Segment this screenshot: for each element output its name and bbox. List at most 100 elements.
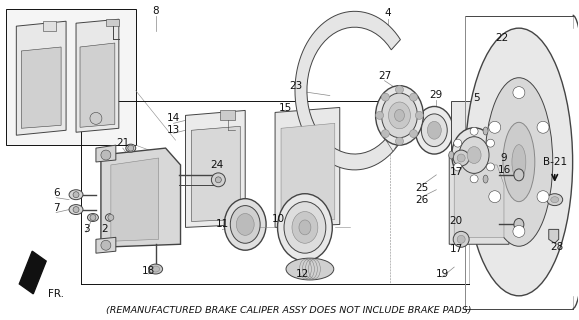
- Circle shape: [454, 139, 461, 147]
- Polygon shape: [295, 11, 406, 170]
- Text: 8: 8: [152, 6, 159, 16]
- Text: 23: 23: [290, 81, 303, 91]
- Ellipse shape: [299, 220, 311, 235]
- Circle shape: [376, 111, 383, 119]
- Text: 14: 14: [167, 113, 180, 124]
- Circle shape: [108, 214, 114, 220]
- Circle shape: [395, 86, 404, 93]
- Text: B-21: B-21: [543, 157, 567, 167]
- Ellipse shape: [382, 93, 417, 138]
- Polygon shape: [96, 237, 116, 253]
- Text: 17: 17: [449, 167, 463, 177]
- Circle shape: [382, 93, 389, 101]
- Ellipse shape: [69, 204, 83, 214]
- Circle shape: [90, 112, 102, 124]
- Text: 28: 28: [550, 242, 563, 252]
- Polygon shape: [449, 155, 509, 244]
- Polygon shape: [76, 19, 119, 132]
- Ellipse shape: [422, 114, 447, 147]
- Circle shape: [409, 130, 417, 138]
- Polygon shape: [19, 251, 46, 294]
- Polygon shape: [21, 47, 61, 128]
- Text: 4: 4: [384, 8, 391, 18]
- Text: 25: 25: [416, 183, 429, 193]
- Circle shape: [457, 154, 465, 162]
- Text: 9: 9: [501, 153, 507, 163]
- Ellipse shape: [547, 194, 563, 206]
- Text: 27: 27: [378, 71, 391, 81]
- Text: 10: 10: [272, 214, 285, 224]
- Ellipse shape: [427, 121, 441, 139]
- Ellipse shape: [389, 102, 411, 129]
- Circle shape: [470, 127, 478, 135]
- Ellipse shape: [465, 28, 573, 296]
- Ellipse shape: [152, 266, 160, 272]
- Ellipse shape: [284, 202, 326, 253]
- Ellipse shape: [514, 169, 524, 181]
- Polygon shape: [43, 21, 56, 31]
- Text: 13: 13: [167, 125, 180, 135]
- Polygon shape: [111, 158, 159, 241]
- Ellipse shape: [503, 122, 535, 202]
- Ellipse shape: [467, 147, 481, 164]
- Text: 26: 26: [416, 195, 429, 205]
- Text: 6: 6: [53, 188, 60, 198]
- Text: 29: 29: [430, 90, 443, 100]
- Ellipse shape: [551, 197, 559, 203]
- Text: 7: 7: [53, 203, 60, 212]
- Text: 3: 3: [83, 224, 89, 234]
- Ellipse shape: [286, 258, 334, 280]
- Polygon shape: [549, 229, 559, 243]
- Circle shape: [382, 130, 389, 138]
- Ellipse shape: [483, 127, 488, 135]
- Ellipse shape: [449, 151, 454, 159]
- Ellipse shape: [126, 144, 135, 152]
- Ellipse shape: [514, 219, 524, 230]
- Text: FR.: FR.: [48, 289, 64, 299]
- Ellipse shape: [277, 194, 332, 261]
- Polygon shape: [192, 126, 240, 221]
- Text: 24: 24: [211, 160, 224, 170]
- Text: 15: 15: [278, 103, 292, 114]
- Circle shape: [457, 235, 465, 243]
- Circle shape: [415, 111, 423, 119]
- Polygon shape: [386, 122, 406, 151]
- Circle shape: [211, 173, 225, 187]
- Polygon shape: [16, 21, 66, 135]
- Circle shape: [454, 163, 461, 171]
- Ellipse shape: [512, 145, 526, 179]
- Bar: [6, 9, 135, 145]
- Circle shape: [453, 231, 469, 247]
- Circle shape: [486, 139, 494, 147]
- Circle shape: [470, 175, 478, 183]
- Polygon shape: [101, 148, 181, 247]
- Circle shape: [489, 191, 501, 203]
- Ellipse shape: [224, 199, 266, 250]
- Polygon shape: [275, 108, 340, 228]
- Circle shape: [409, 93, 417, 101]
- Text: 2: 2: [101, 224, 108, 234]
- Ellipse shape: [292, 212, 318, 243]
- Circle shape: [513, 225, 525, 237]
- Circle shape: [101, 240, 111, 250]
- Circle shape: [128, 145, 134, 151]
- Polygon shape: [454, 165, 504, 237]
- Circle shape: [537, 121, 549, 133]
- Polygon shape: [281, 123, 335, 221]
- Text: 12: 12: [295, 269, 309, 279]
- Polygon shape: [80, 43, 115, 127]
- Bar: [451, 100, 501, 220]
- Text: 16: 16: [497, 165, 511, 175]
- Ellipse shape: [483, 175, 488, 183]
- Text: (REMANUFACTURED BRAKE CALIPER ASSY DOES NOT INCLUDE BRAKE PADS): (REMANUFACTURED BRAKE CALIPER ASSY DOES …: [107, 306, 472, 315]
- Circle shape: [300, 212, 314, 227]
- Polygon shape: [106, 19, 119, 26]
- Text: 20: 20: [450, 216, 463, 227]
- Circle shape: [453, 150, 469, 166]
- Text: 5: 5: [473, 92, 479, 102]
- Ellipse shape: [105, 213, 116, 221]
- Text: 18: 18: [142, 266, 155, 276]
- Ellipse shape: [149, 264, 163, 274]
- Ellipse shape: [485, 78, 553, 246]
- Polygon shape: [185, 110, 245, 228]
